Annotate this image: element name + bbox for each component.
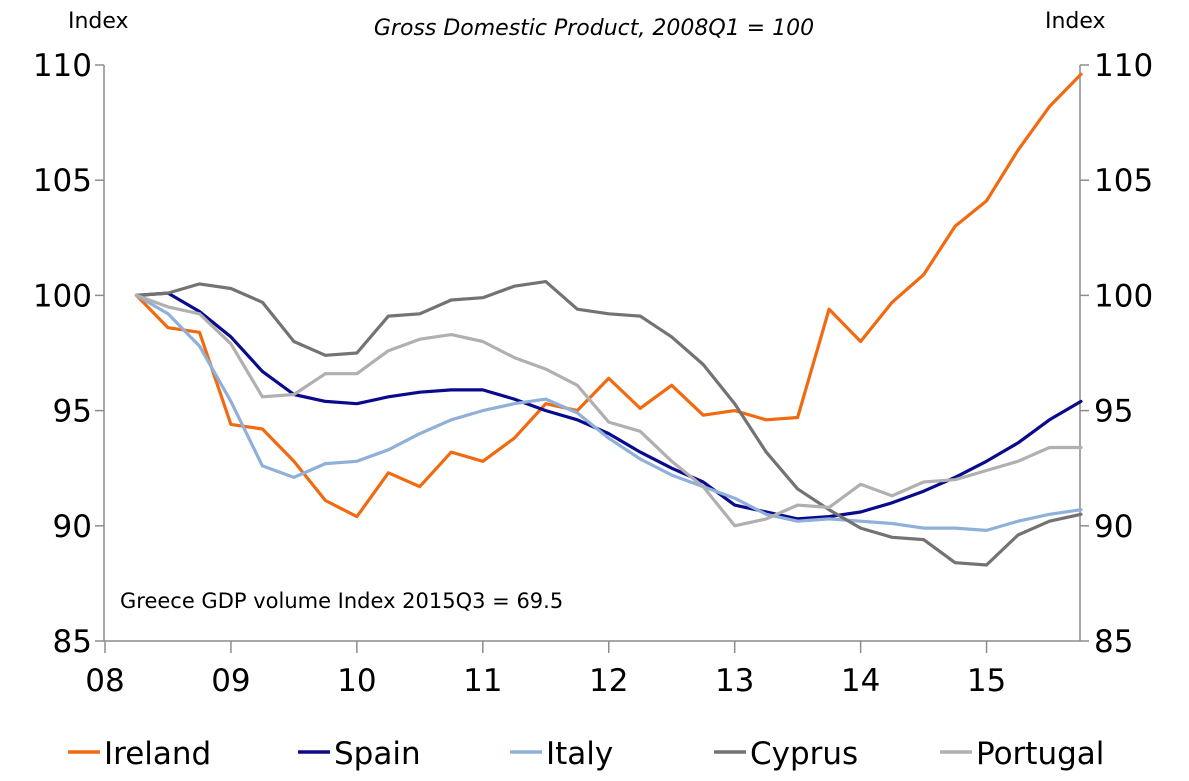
series-line-italy [134, 293, 1083, 533]
chart-title: Gross Domestic Product, 2008Q1 = 100 [374, 16, 814, 41]
x-tick-label: 12 [589, 663, 628, 699]
right-axis-unit: Index [1045, 9, 1106, 34]
y-tick-label-right: 105 [1094, 163, 1153, 199]
y-tick-label-left: 100 [33, 278, 92, 314]
y-tick-label-right: 85 [1094, 624, 1133, 660]
legend-label-italy: Italy [546, 736, 613, 772]
series-line-spain [134, 291, 1083, 521]
y-tick-label-left: 90 [53, 509, 92, 545]
series-line-ireland [134, 72, 1083, 519]
legend-label-cyprus: Cyprus [750, 736, 858, 772]
y-tick-label-left: 105 [33, 163, 92, 199]
y-tick-label-right: 100 [1094, 278, 1153, 314]
y-tick-label-left: 110 [33, 48, 92, 84]
y-tick-label-left: 85 [53, 624, 92, 660]
greece-annotation: Greece GDP volume Index 2015Q3 = 69.5 [120, 589, 563, 613]
legend-label-portugal: Portugal [976, 736, 1104, 772]
y-tick-label-right: 90 [1094, 509, 1133, 545]
series-lines [134, 72, 1083, 567]
series-line-cyprus [134, 280, 1083, 567]
x-tick-label: 15 [967, 663, 1006, 699]
x-tick-label: 11 [463, 663, 502, 699]
x-tick-label: 08 [85, 663, 124, 699]
legend: Ireland Spain Italy Cyprus Portugal [68, 736, 1104, 772]
x-tick-label: 13 [715, 663, 754, 699]
legend-label-ireland: Ireland [104, 736, 211, 772]
legend-label-spain: Spain [334, 736, 421, 772]
x-tick-label: 09 [211, 663, 250, 699]
y-tick-label-right: 95 [1094, 394, 1133, 430]
x-tick-label: 10 [337, 663, 376, 699]
y-tick-label-left: 95 [53, 394, 92, 430]
left-axis-unit: Index [68, 9, 129, 34]
y-tick-label-right: 110 [1094, 48, 1153, 84]
series-line-portugal [134, 293, 1083, 528]
axes: 85 85 90 90 95 95 100 100 105 105 110 110 08 09 10 11 12… [33, 48, 1153, 699]
x-tick-label: 14 [841, 663, 880, 699]
